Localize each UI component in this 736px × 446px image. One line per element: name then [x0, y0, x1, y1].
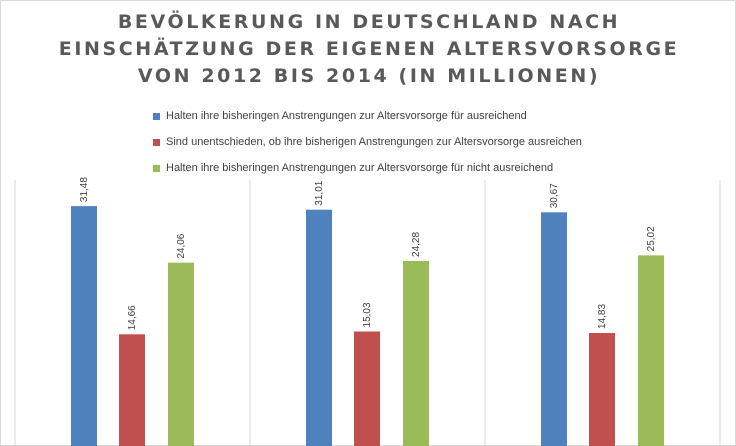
legend-item-ausreichend: Halten ihre bisheringen Anstrengungen zu… — [153, 103, 582, 129]
legend-label: Sind unentschieden, ob ihre bisherigen A… — [166, 136, 582, 148]
legend-swatch-red — [153, 138, 160, 146]
data-label: 14,66 — [127, 305, 138, 330]
data-label: 31,48 — [79, 177, 90, 202]
bar-2013-series-3 — [403, 260, 429, 446]
bar-2014-series-1 — [541, 212, 567, 446]
data-label: 24,06 — [176, 233, 187, 258]
data-label: 14,83 — [597, 304, 608, 329]
legend-swatch-blue — [153, 112, 160, 120]
bar-2013-series-2 — [354, 331, 380, 446]
legend-label: Halten ihre bisheringen Anstrengungen zu… — [166, 162, 554, 174]
legend-item-nicht-ausreichend: Halten ihre bisheringen Anstrengungen zu… — [153, 155, 582, 181]
data-label: 31,01 — [314, 180, 325, 205]
data-label: 25,02 — [646, 226, 657, 251]
bar-2014-series-3 — [638, 255, 664, 446]
legend-label: Halten ihre bisheringen Anstrengungen zu… — [166, 110, 527, 122]
bar-2013-series-1 — [306, 209, 332, 446]
bar-2014-series-2 — [589, 332, 615, 446]
legend-swatch-green — [153, 164, 160, 172]
bar-2012-series-1 — [71, 206, 97, 446]
data-label: 24,28 — [411, 232, 422, 257]
chart-title: BEVÖLKERUNG IN DEUTSCHLAND NACH EINSCHÄT… — [58, 11, 680, 87]
bar-2012-series-3 — [168, 262, 194, 446]
bar-2012-series-2 — [119, 334, 145, 446]
data-label: 15,03 — [362, 302, 373, 327]
data-label: 30,67 — [549, 183, 560, 208]
legend: Halten ihre bisheringen Anstrengungen zu… — [153, 103, 582, 181]
legend-item-unentschieden: Sind unentschieden, ob ihre bisherigen A… — [153, 129, 582, 155]
